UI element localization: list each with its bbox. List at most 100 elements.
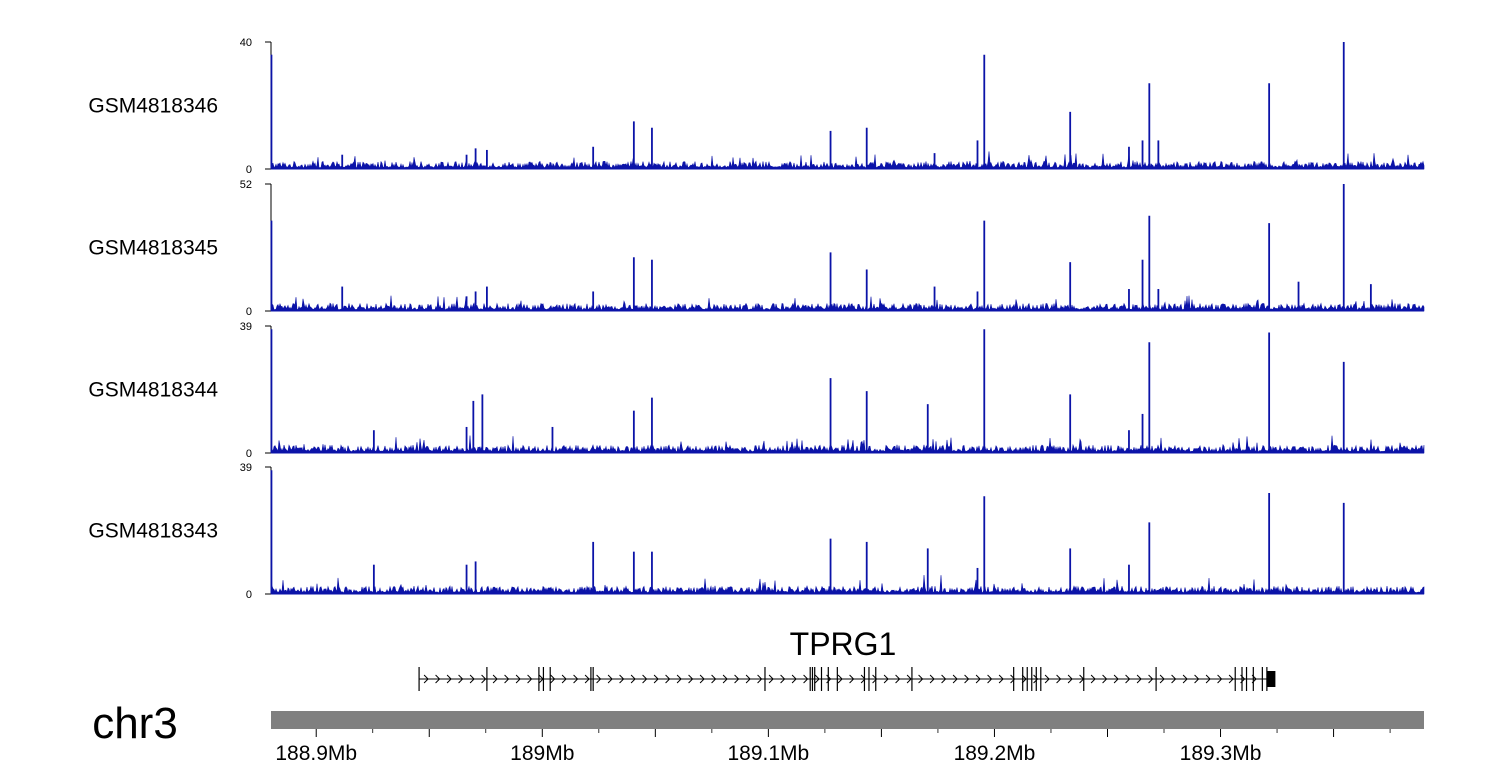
strand-arrow <box>964 674 970 684</box>
strand-arrow <box>630 674 636 684</box>
strand-arrow <box>791 674 797 684</box>
strand-arrow <box>688 674 694 684</box>
strand-arrow <box>446 674 452 684</box>
strand-arrow <box>906 674 912 684</box>
genomic-x-axis: 188.9Mb 189Mb 189.1Mb 189.2Mb 189.3Mb <box>275 729 1391 765</box>
strand-arrow <box>1205 674 1211 684</box>
y-min-label: 0 <box>246 164 252 176</box>
x-tick-label: 189.3Mb <box>1180 742 1262 765</box>
x-tick-label: 189.2Mb <box>954 742 1036 765</box>
track-GSM4818344: GSM4818344 39 0 <box>88 321 1425 460</box>
strand-arrow <box>918 674 924 684</box>
coverage-tracks: GSM4818346400GSM4818345520GSM4818344390G… <box>88 37 1425 601</box>
strand-arrow <box>1194 674 1200 684</box>
x-tick-label: 188.9Mb <box>275 742 357 765</box>
strand-arrow <box>883 674 889 684</box>
strand-arrow <box>1113 674 1119 684</box>
track-label: GSM4818345 <box>88 237 218 260</box>
strand-arrow <box>699 674 705 684</box>
strand-arrow <box>1010 674 1016 684</box>
strand-arrow <box>711 674 717 684</box>
strand-arrow <box>722 674 728 684</box>
strand-arrow <box>458 674 464 684</box>
y-max-label: 39 <box>240 462 252 474</box>
y-min-label: 0 <box>246 589 252 601</box>
strand-arrow <box>504 674 510 684</box>
chromosome-ideogram-track: chr3 <box>92 699 1424 748</box>
strand-arrow <box>1136 674 1142 684</box>
chromosome-label: chr3 <box>92 699 178 748</box>
strand-arrow <box>768 674 774 684</box>
strand-arrow <box>435 674 441 684</box>
strand-arrow <box>1102 674 1108 684</box>
track-label: GSM4818344 <box>88 379 218 402</box>
y-min-label: 0 <box>246 306 252 318</box>
strand-arrow <box>814 674 820 684</box>
track-GSM4818343: GSM4818343 39 0 <box>88 462 1425 601</box>
y-max-label: 39 <box>240 321 252 333</box>
strand-arrow <box>1033 674 1039 684</box>
strand-arrow <box>676 674 682 684</box>
y-max-label: 40 <box>240 37 252 49</box>
y-max-label: 52 <box>240 179 252 191</box>
strand-arrow <box>780 674 786 684</box>
track-GSM4818345: GSM4818345 52 0 <box>88 179 1425 318</box>
strand-arrow <box>929 674 935 684</box>
strand-arrow <box>975 674 981 684</box>
coverage-signal <box>270 574 1425 595</box>
strand-arrow <box>1090 674 1096 684</box>
strand-arrow <box>803 674 809 684</box>
strand-arrow <box>872 674 878 684</box>
strand-arrow <box>952 674 958 684</box>
strand-arrow <box>481 674 487 684</box>
strand-arrow <box>1021 674 1027 684</box>
strand-arrow <box>619 674 625 684</box>
strand-arrow <box>653 674 659 684</box>
strand-arrow <box>1125 674 1131 684</box>
strand-arrow <box>1067 674 1073 684</box>
strand-arrow <box>1182 674 1188 684</box>
strand-arrow <box>987 674 993 684</box>
strand-arrow <box>527 674 533 684</box>
gene-terminal-exon <box>1266 671 1276 687</box>
strand-arrow <box>1228 674 1234 684</box>
strand-arrow <box>849 674 855 684</box>
strand-arrow <box>550 674 556 684</box>
strand-arrow <box>642 674 648 684</box>
gene-annotation-track: TPRG1 <box>418 626 1276 691</box>
strand-arrow <box>515 674 521 684</box>
y-min-label: 0 <box>246 448 252 460</box>
coverage-signal <box>270 435 1425 454</box>
strand-arrow <box>860 674 866 684</box>
strand-arrow <box>837 674 843 684</box>
strand-arrow <box>561 674 567 684</box>
strand-arrow <box>1217 674 1223 684</box>
strand-arrow <box>469 674 475 684</box>
strand-arrow <box>584 674 590 684</box>
strand-arrow <box>1148 674 1154 684</box>
strand-arrow <box>492 674 498 684</box>
strand-arrow <box>895 674 901 684</box>
strand-arrow <box>596 674 602 684</box>
track-GSM4818346: GSM4818346 40 0 <box>88 37 1425 176</box>
strand-arrow <box>998 674 1004 684</box>
strand-arrow <box>573 674 579 684</box>
strand-arrow <box>757 674 763 684</box>
strand-arrow <box>1159 674 1165 684</box>
x-tick-label: 189.1Mb <box>728 742 810 765</box>
gene-name-label: TPRG1 <box>790 626 897 662</box>
strand-arrow <box>423 674 429 684</box>
strand-arrow <box>1056 674 1062 684</box>
coverage-signal <box>270 295 1425 312</box>
strand-arrow <box>941 674 947 684</box>
strand-arrow <box>665 674 671 684</box>
track-label: GSM4818346 <box>88 95 218 118</box>
track-label: GSM4818343 <box>88 520 218 543</box>
strand-arrow <box>607 674 613 684</box>
chromosome-bar <box>271 711 1424 729</box>
x-tick-label: 189Mb <box>510 742 574 765</box>
strand-arrow <box>734 674 740 684</box>
coverage-signal <box>270 151 1425 170</box>
strand-arrow <box>1171 674 1177 684</box>
